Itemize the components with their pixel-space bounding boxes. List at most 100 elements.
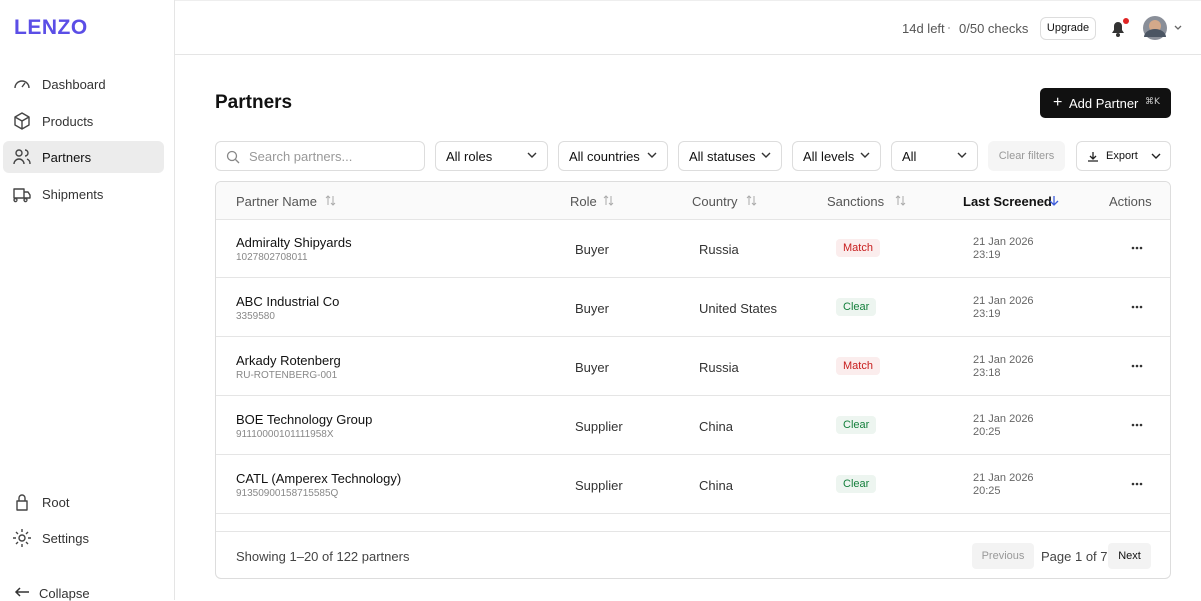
search-placeholder: Search partners...	[249, 149, 353, 164]
nav-item[interactable]: Shipments	[3, 178, 164, 210]
filter-select[interactable]: All levels	[792, 141, 881, 171]
select-label: All roles	[446, 149, 493, 164]
nav-label: Settings	[42, 531, 89, 546]
partner-id: 3359580	[236, 311, 275, 322]
sort-icon[interactable]	[603, 195, 614, 206]
nav-icon	[14, 112, 30, 130]
table-row[interactable]: ABC Industrial Co 3359580 Buyer United Stat…	[216, 278, 1170, 337]
plus-icon: +	[1053, 94, 1063, 111]
chevron	[527, 152, 537, 158]
sanctions-badge: Clear	[836, 298, 877, 316]
next-button[interactable]: Next	[1108, 543, 1151, 569]
sort-icon[interactable]	[746, 195, 757, 206]
nav-icon	[13, 188, 31, 203]
partner-name: ABC Industrial Co	[236, 294, 340, 309]
filter-select[interactable]: All statuses	[678, 141, 782, 171]
screened-time: 23:19	[973, 249, 1001, 261]
screened-date: 21 Jan 2026	[973, 413, 1034, 425]
row-actions[interactable]	[1131, 305, 1145, 309]
row-actions[interactable]	[1131, 423, 1145, 427]
column-header: Actions	[1109, 194, 1152, 209]
row-actions[interactable]	[1131, 364, 1145, 368]
chevron	[761, 152, 771, 158]
collapse-icon	[14, 587, 29, 597]
screened-date: 21 Jan 2026	[973, 295, 1034, 307]
filter-select[interactable]: All countries	[558, 141, 668, 171]
nav-item[interactable]: Settings	[3, 522, 164, 554]
nav-item[interactable]: Dashboard	[3, 68, 164, 100]
nav-label: Shipments	[42, 187, 104, 202]
sanctions-badge: Clear	[836, 416, 877, 434]
page-title: Partners	[215, 92, 293, 113]
upgrade-button[interactable]: Upgrade	[1040, 17, 1096, 40]
table-row[interactable]: Admiralty Shipyards 1027802708011 Buyer Rus…	[216, 219, 1170, 278]
role: Buyer	[575, 242, 609, 257]
nav-label: Root	[42, 495, 70, 510]
screened-time: 20:25	[973, 426, 1001, 438]
country: United States	[699, 301, 778, 316]
nav-item[interactable]: Partners	[3, 141, 164, 173]
partner-name: Arkady Rotenberg	[236, 353, 341, 368]
nav-item[interactable]: Root	[3, 486, 164, 518]
sanctions-badge: Match	[836, 357, 880, 375]
partner-id: 91110000101111958X	[236, 429, 334, 440]
column-header[interactable]: Sanctions	[827, 194, 885, 209]
chevron	[957, 152, 967, 158]
search-input[interactable]: Search partners...	[215, 141, 425, 171]
partner-name: Admiralty Shipyards	[236, 235, 352, 250]
country: Russia	[699, 360, 739, 375]
role: Buyer	[575, 301, 609, 316]
separator	[948, 27, 950, 29]
notifications[interactable]	[1109, 18, 1131, 38]
chevron	[860, 152, 870, 158]
partner-name: BOE Technology Group	[236, 412, 373, 427]
row-actions[interactable]	[1131, 246, 1145, 250]
add-partner-button[interactable]: + Add Partner ⌘K	[1040, 88, 1171, 118]
select-label: All statuses	[689, 149, 756, 164]
chevron	[647, 152, 657, 158]
screened-time: 23:19	[973, 308, 1001, 320]
filter-select[interactable]: All	[891, 141, 978, 171]
collapse-label: Collapse	[39, 586, 90, 601]
table-row[interactable]: CATL (Amperex Technology) 913509001587155…	[216, 455, 1170, 514]
clear-filters[interactable]: Clear filters	[988, 141, 1065, 171]
nav-item[interactable]: Products	[3, 105, 164, 137]
collapse[interactable]: Collapse	[0, 578, 174, 601]
select-label: All levels	[803, 149, 855, 164]
filter-select[interactable]: All roles	[435, 141, 548, 171]
country: Russia	[699, 242, 739, 257]
chevron	[1151, 153, 1161, 159]
export-button[interactable]: Export	[1076, 141, 1171, 171]
export-label: Export	[1106, 150, 1138, 162]
trial: 14d left	[902, 21, 945, 36]
country: China	[699, 419, 733, 434]
nav-icon	[16, 494, 28, 511]
partners-table: Showing 1–20 of 122 partners Previous Pa…	[215, 181, 1171, 579]
screened-date: 21 Jan 2026	[973, 236, 1034, 248]
table-footer: Showing 1–20 of 122 partners Previous Pa…	[216, 531, 1170, 578]
previous-button[interactable]: Previous	[972, 543, 1034, 569]
checks: 0/50 checks	[959, 21, 1029, 36]
screened-time: 20:25	[973, 485, 1001, 497]
avatar[interactable]	[1142, 15, 1186, 41]
partner-id: 1027802708011	[236, 252, 308, 263]
sanctions-badge: Clear	[836, 475, 877, 493]
column-header[interactable]: Role	[570, 194, 597, 209]
nav-icon	[13, 529, 31, 547]
role: Buyer	[575, 360, 609, 375]
add-partner-label: Add Partner	[1069, 96, 1139, 111]
column-header[interactable]: Partner Name	[236, 194, 317, 209]
table-row[interactable]: Arkady Rotenberg RU-ROTENBERG-001 Buyer Rus…	[216, 337, 1170, 396]
sort-icon[interactable]	[895, 195, 906, 206]
row-actions[interactable]	[1131, 482, 1145, 486]
sort-icon[interactable]	[1049, 195, 1059, 206]
logo[interactable]: LENZO	[14, 16, 88, 39]
table-row[interactable]: BOE Technology Group 91110000101111958X Su…	[216, 396, 1170, 455]
column-header[interactable]: Last Screened	[963, 194, 1052, 209]
search-icon	[226, 150, 240, 164]
nav-label: Partners	[42, 150, 92, 165]
sort-icon[interactable]	[325, 195, 336, 206]
page-indicator: Page 1 of 7	[1041, 549, 1108, 564]
column-header[interactable]: Country	[692, 194, 738, 209]
